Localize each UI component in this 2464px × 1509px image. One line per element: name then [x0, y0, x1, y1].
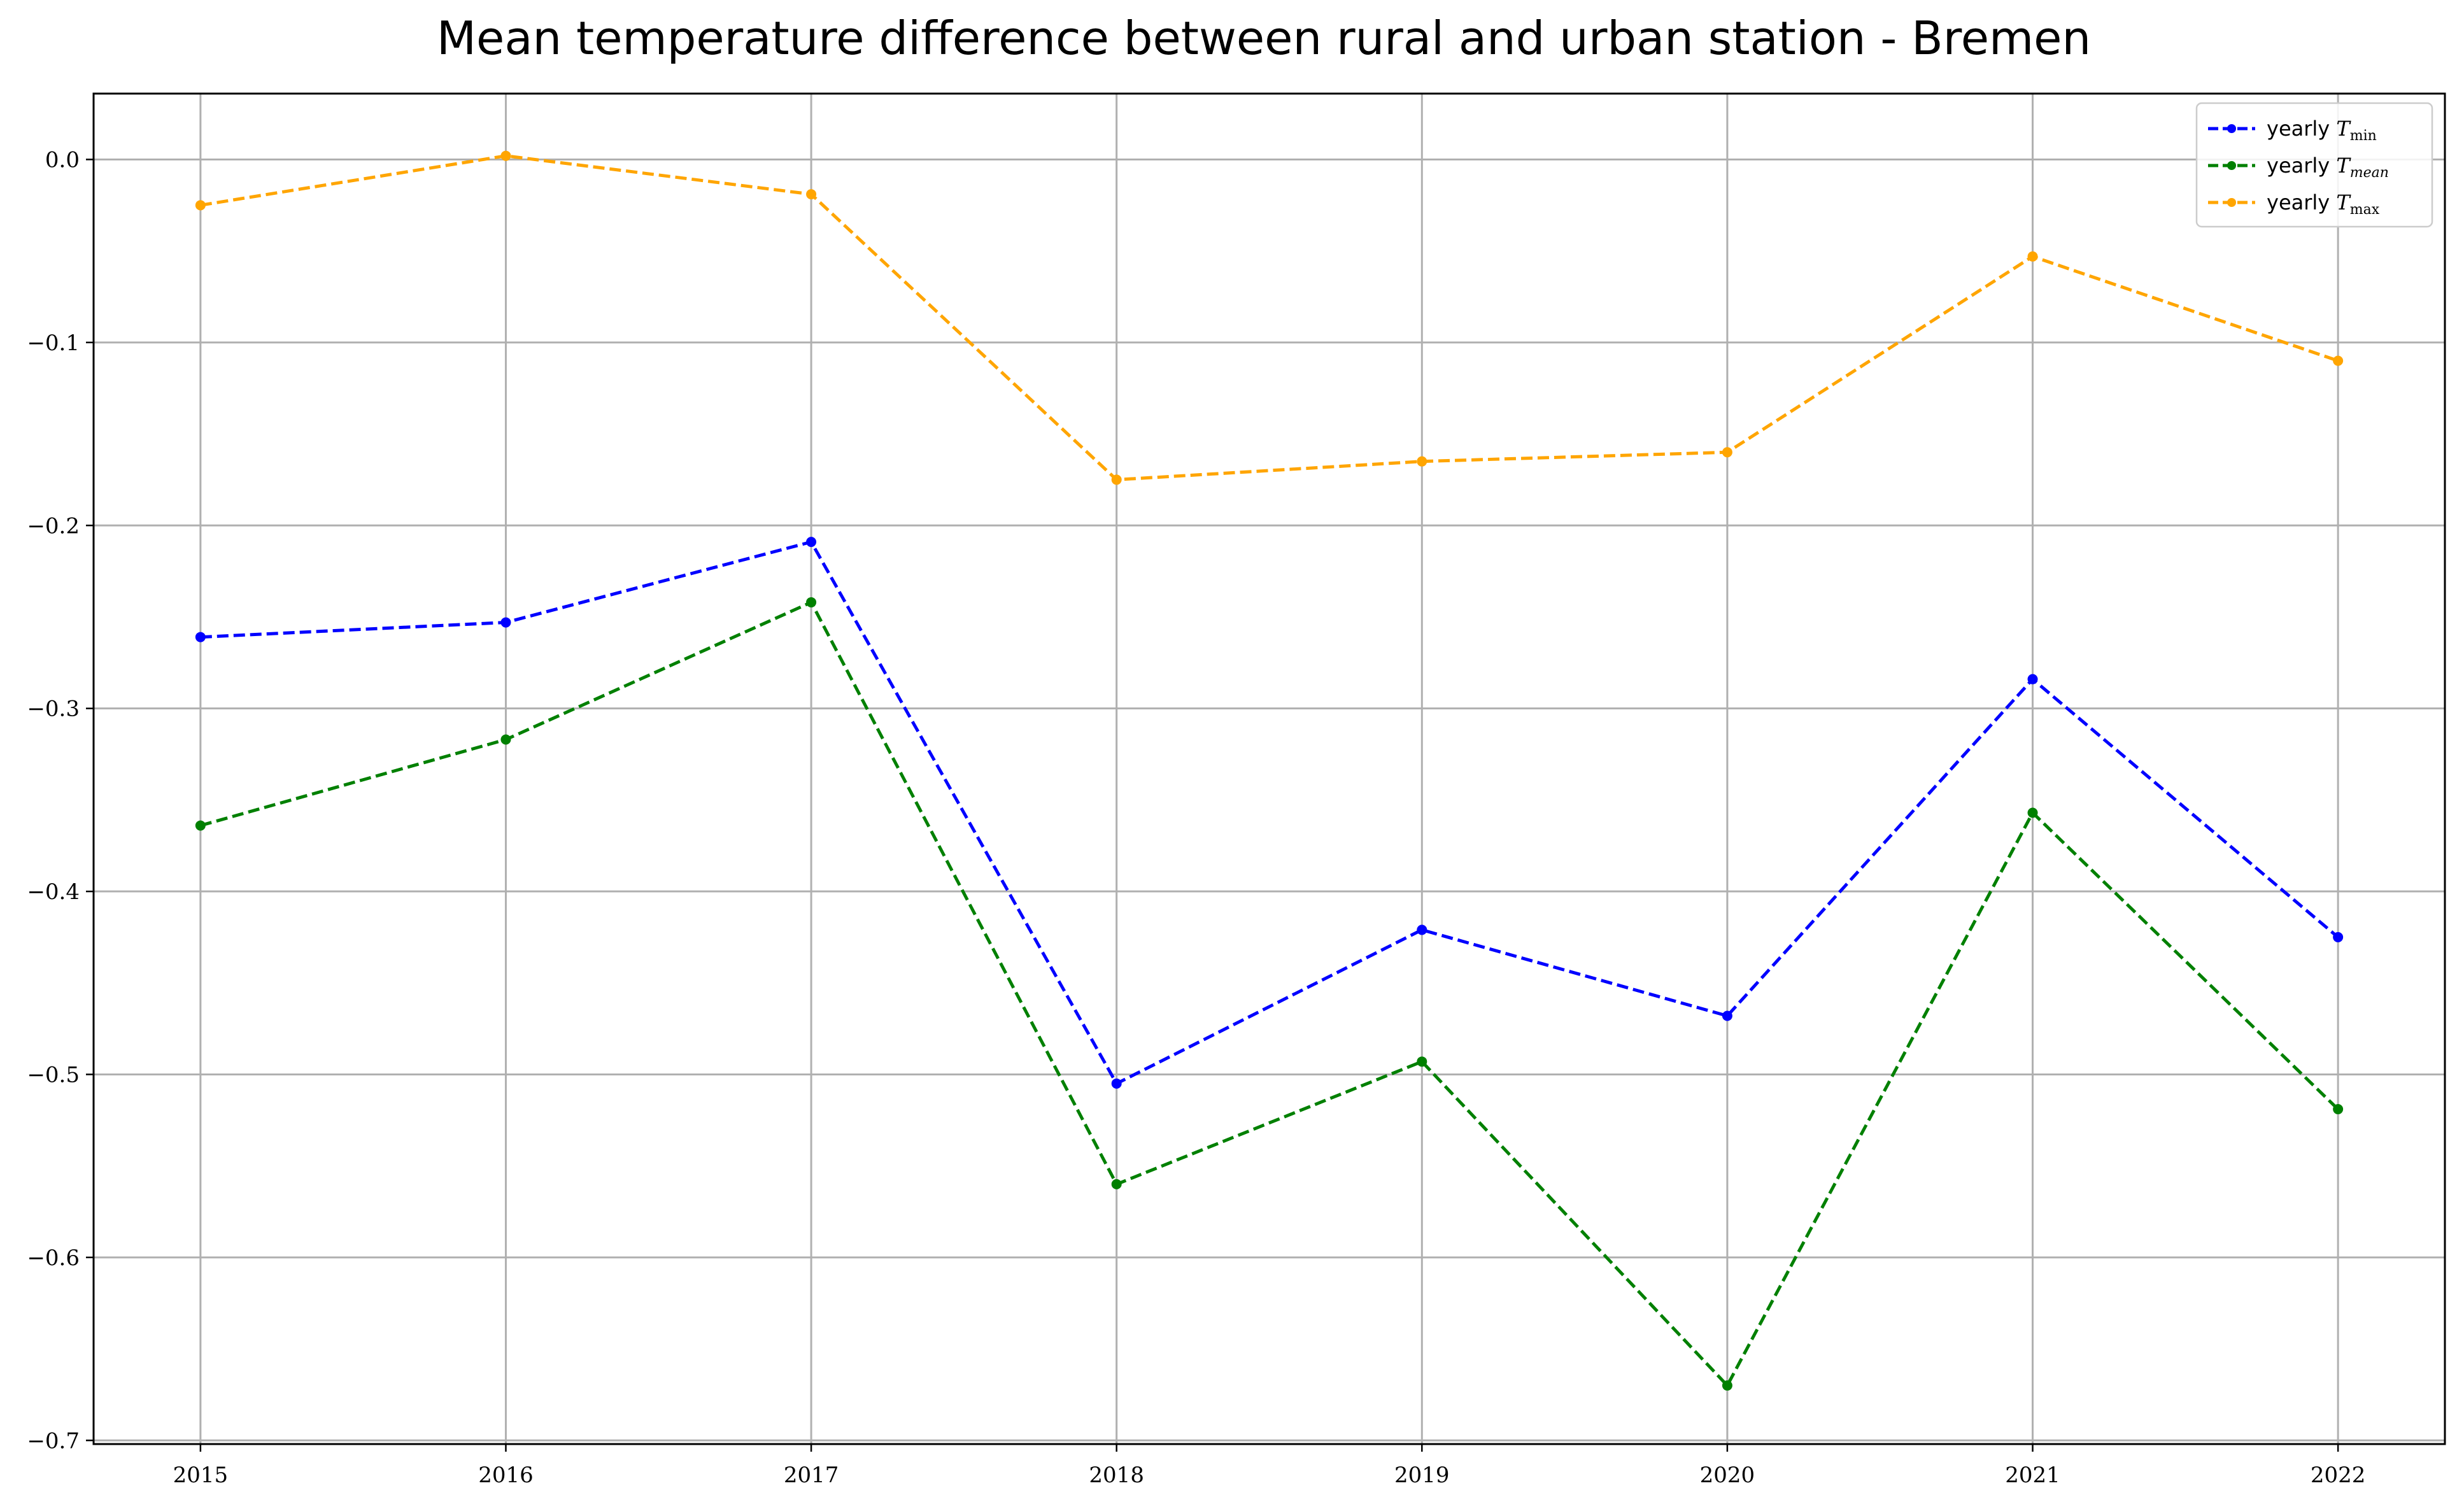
data-point-tmax — [2027, 251, 2038, 262]
x-tick-label: 2020 — [1700, 1463, 1755, 1488]
series-line-tmin — [200, 540, 2339, 1086]
y-tick-label: −0.6 — [27, 1245, 80, 1271]
grid — [94, 94, 2445, 1444]
data-point-tmean — [2333, 1104, 2344, 1115]
legend-label: yearly Tmin — [2267, 117, 2377, 144]
y-tick-label: −0.4 — [27, 879, 80, 905]
legend-label: yearly Tmax — [2267, 190, 2380, 218]
legend-box — [2195, 102, 2433, 228]
x-tick-label: 2015 — [173, 1463, 229, 1488]
legend-marker — [2227, 198, 2236, 207]
data-point-tmin — [500, 617, 511, 628]
data-point-tmean — [500, 734, 511, 745]
data-point-tmean — [1111, 1179, 1122, 1189]
data-point-tmax — [500, 150, 511, 161]
series-line-tmean — [200, 600, 2339, 1387]
legend-item-tmean: yearly Tmean — [2208, 153, 2389, 181]
data-point-tmin — [195, 632, 206, 642]
legend-item-tmin: yearly Tmin — [2208, 117, 2377, 144]
data-point-tmax — [1111, 474, 1122, 485]
chart-title: Mean temperature difference between rura… — [437, 11, 2091, 65]
x-tick-label: 2022 — [2311, 1463, 2366, 1488]
data-point-tmean — [195, 820, 206, 831]
series-tmin — [195, 537, 2344, 1089]
x-tick-label: 2016 — [478, 1463, 534, 1488]
x-tick-label: 2018 — [1089, 1463, 1144, 1488]
data-point-tmean — [806, 597, 817, 607]
data-point-tmin — [1722, 1010, 1732, 1021]
data-point-tmax — [195, 200, 206, 211]
plot-frame — [92, 92, 2446, 1445]
x-tick-label: 2019 — [1394, 1463, 1450, 1488]
data-point-tmax — [1722, 447, 1732, 458]
y-tick-label: −0.3 — [27, 697, 80, 722]
data-point-tmin — [2333, 932, 2344, 942]
data-point-tmin — [2027, 674, 2038, 684]
data-point-tmax — [1417, 456, 1427, 467]
series-layer — [195, 150, 2344, 1391]
legend-label: yearly Tmean — [2267, 153, 2389, 181]
series-tmean — [195, 597, 2344, 1391]
series-tmax — [195, 150, 2344, 485]
legend-marker — [2227, 124, 2236, 133]
legend-item-tmax: yearly Tmax — [2208, 190, 2380, 218]
data-point-tmin — [806, 537, 817, 548]
x-tick-label: 2017 — [784, 1463, 839, 1488]
data-point-tmean — [1417, 1056, 1427, 1067]
data-point-tmean — [2027, 807, 2038, 818]
y-tick-label: −0.1 — [27, 330, 80, 356]
data-point-tmax — [2333, 355, 2344, 366]
y-tick-label: −0.5 — [27, 1062, 80, 1087]
y-tick-label: 0.0 — [45, 147, 80, 173]
series-line-tmax — [200, 154, 2339, 481]
data-point-tmax — [806, 189, 817, 200]
x-tick-label: 2021 — [2005, 1463, 2060, 1488]
legend-marker — [2227, 161, 2236, 170]
y-tick-label: −0.7 — [27, 1428, 80, 1454]
axes: 2015 2016 2017 2018 2019 2020 2021 2022 0.0 −0.1 −… — [27, 147, 2365, 1488]
data-point-tmin — [1111, 1078, 1122, 1089]
y-tick-label: −0.2 — [27, 513, 80, 539]
legend: yearly Tmin yearly Tmean yearly Tmax — [2195, 102, 2433, 228]
data-point-tmin — [1417, 925, 1427, 935]
data-point-tmean — [1722, 1380, 1732, 1391]
